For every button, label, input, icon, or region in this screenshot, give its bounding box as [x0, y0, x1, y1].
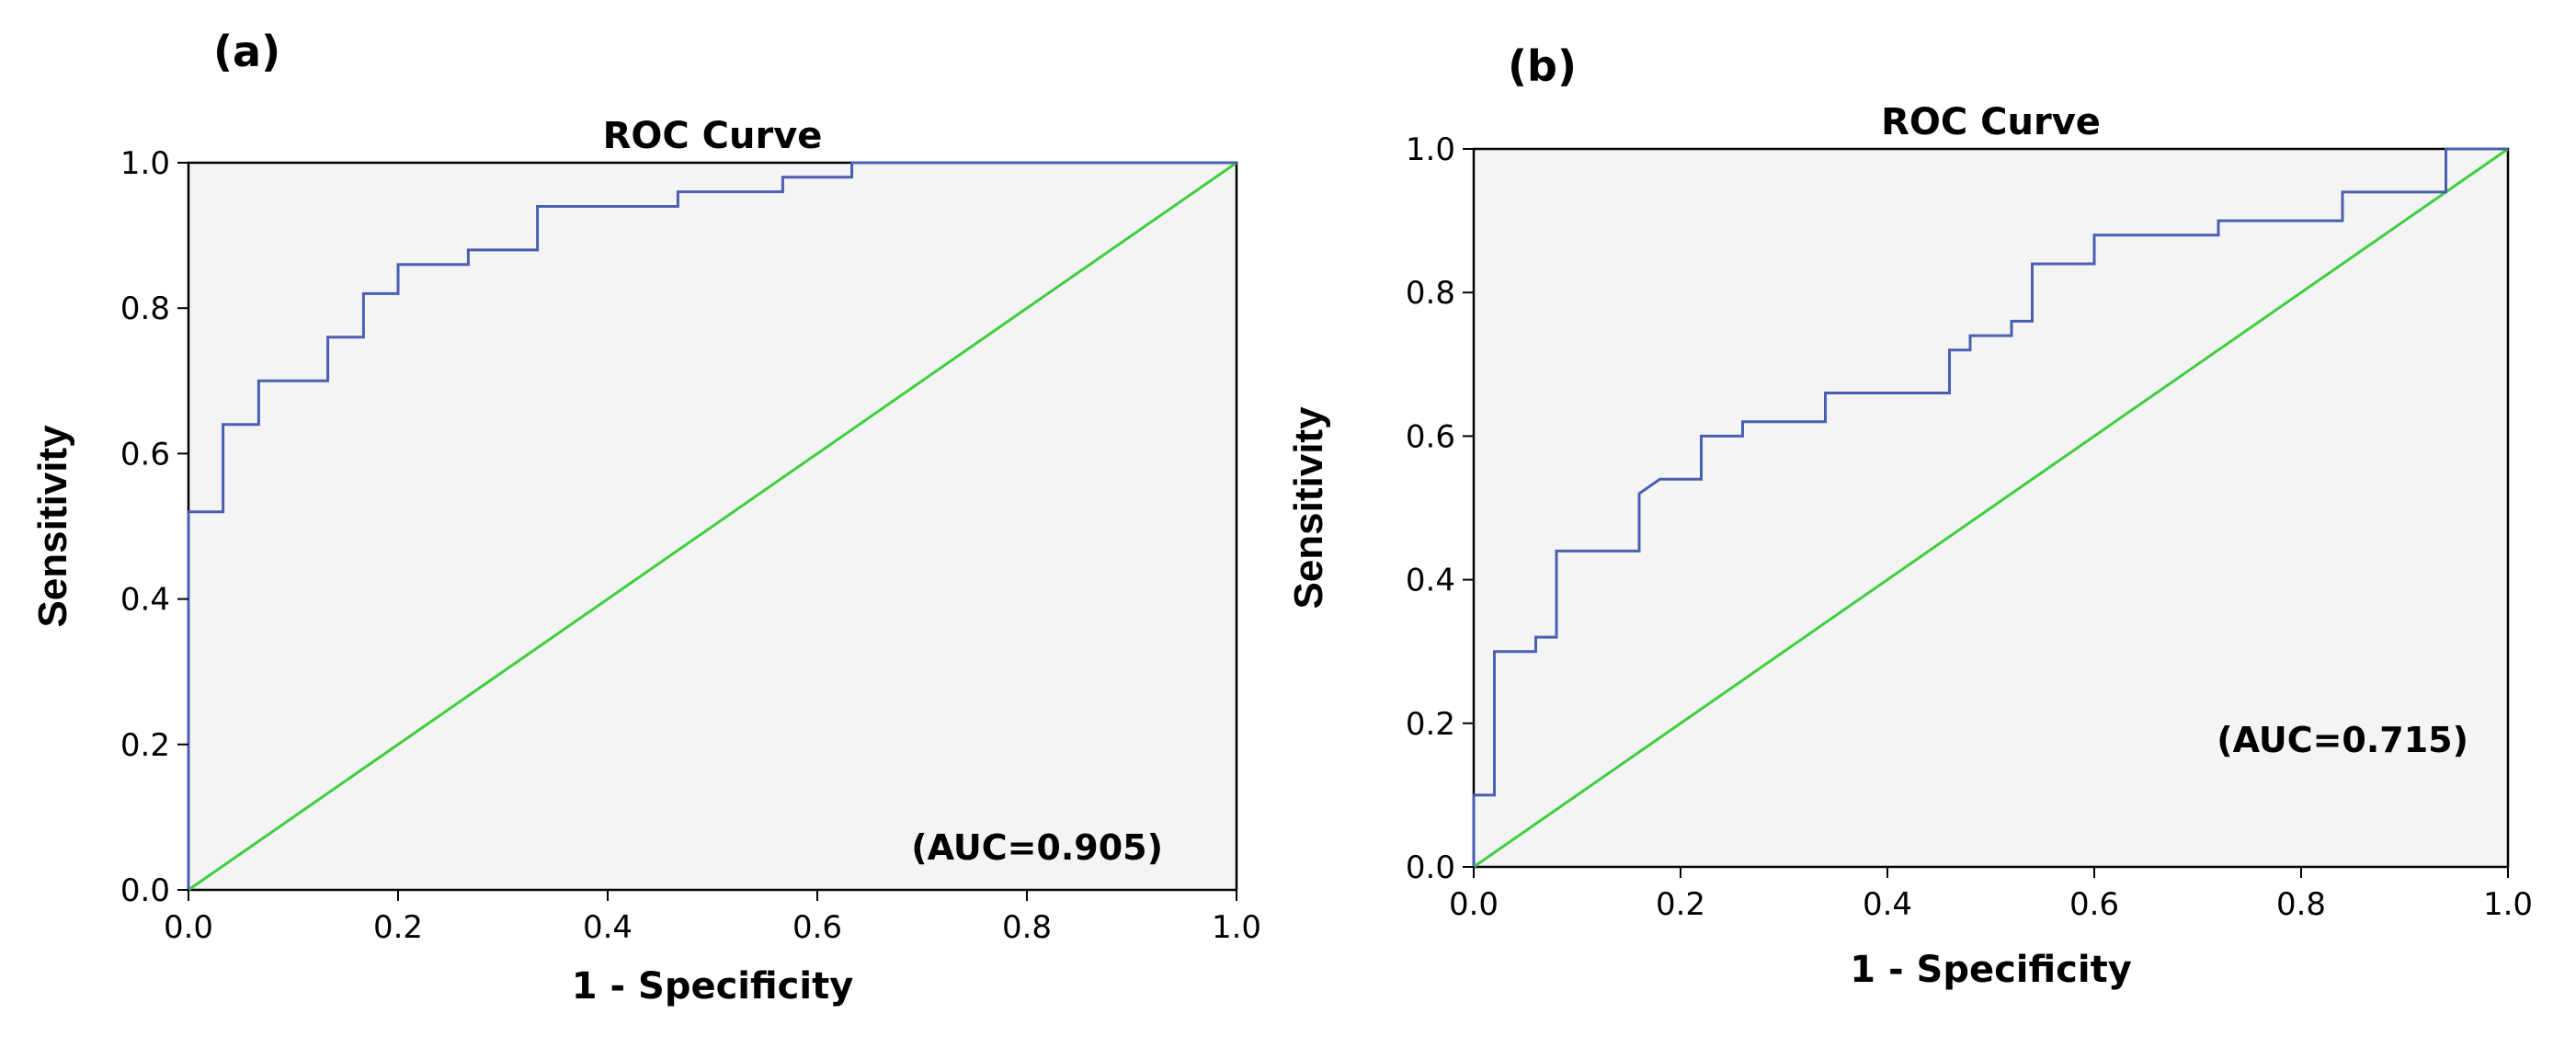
x-tick-label: 1.0 — [2483, 886, 2533, 923]
auc-annotation: (AUC=0.905) — [911, 827, 1163, 868]
x-tick-label: 0.0 — [164, 909, 213, 946]
y-tick-label: 0.6 — [1406, 418, 1455, 455]
x-tick-label: 0.2 — [373, 909, 423, 946]
x-tick-label: 0.4 — [1863, 886, 1912, 923]
auc-annotation: (AUC=0.715) — [2217, 720, 2468, 760]
chart-title: ROC Curve — [1881, 101, 2101, 143]
x-axis-title: 1 - Specificity — [572, 965, 854, 1008]
y-tick-label: 0.2 — [1406, 706, 1455, 743]
y-tick-label: 0.0 — [1406, 849, 1455, 886]
x-tick-label: 0.2 — [1656, 886, 1705, 923]
x-tick-label: 0.6 — [2069, 886, 2119, 923]
y-axis-title: Sensitivity — [30, 425, 75, 628]
y-tick-label: 0.4 — [120, 582, 170, 619]
x-tick-label: 1.0 — [1212, 909, 1261, 946]
x-axis-title: 1 - Specificity — [1850, 949, 2132, 991]
x-tick-label: 0.8 — [1002, 909, 1052, 946]
y-tick-label: 0.4 — [1406, 563, 1455, 599]
y-axis-title: Sensitivity — [1286, 406, 1331, 609]
y-tick-label: 0.2 — [120, 727, 170, 764]
panel-a: (a) ROC Curve 0.0 0.2 0.4 0.6 0.8 1.0 0.0 0.2 0.4 0… — [30, 27, 1261, 1008]
x-tick-label: 0.0 — [1449, 886, 1499, 923]
x-tick-label: 0.4 — [583, 909, 633, 946]
y-tick-label: 1.0 — [1406, 131, 1455, 168]
x-tick-label: 0.6 — [792, 909, 842, 946]
y-tick-label: 0.6 — [120, 436, 170, 473]
chart-title: ROC Curve — [603, 115, 823, 157]
y-tick-label: 0.0 — [120, 872, 170, 909]
y-tick-label: 0.8 — [120, 290, 170, 327]
panel-label: (a) — [213, 27, 280, 76]
panel-label: (b) — [1508, 41, 1577, 91]
x-tick-label: 0.8 — [2276, 886, 2326, 923]
y-tick-label: 0.8 — [1406, 275, 1455, 312]
panel-b: (b) ROC Curve 0.0 0.2 0.4 0.6 0.8 1.0 0.0 0.2 0.4 0… — [1286, 41, 2533, 991]
y-tick-label: 1.0 — [120, 145, 170, 182]
